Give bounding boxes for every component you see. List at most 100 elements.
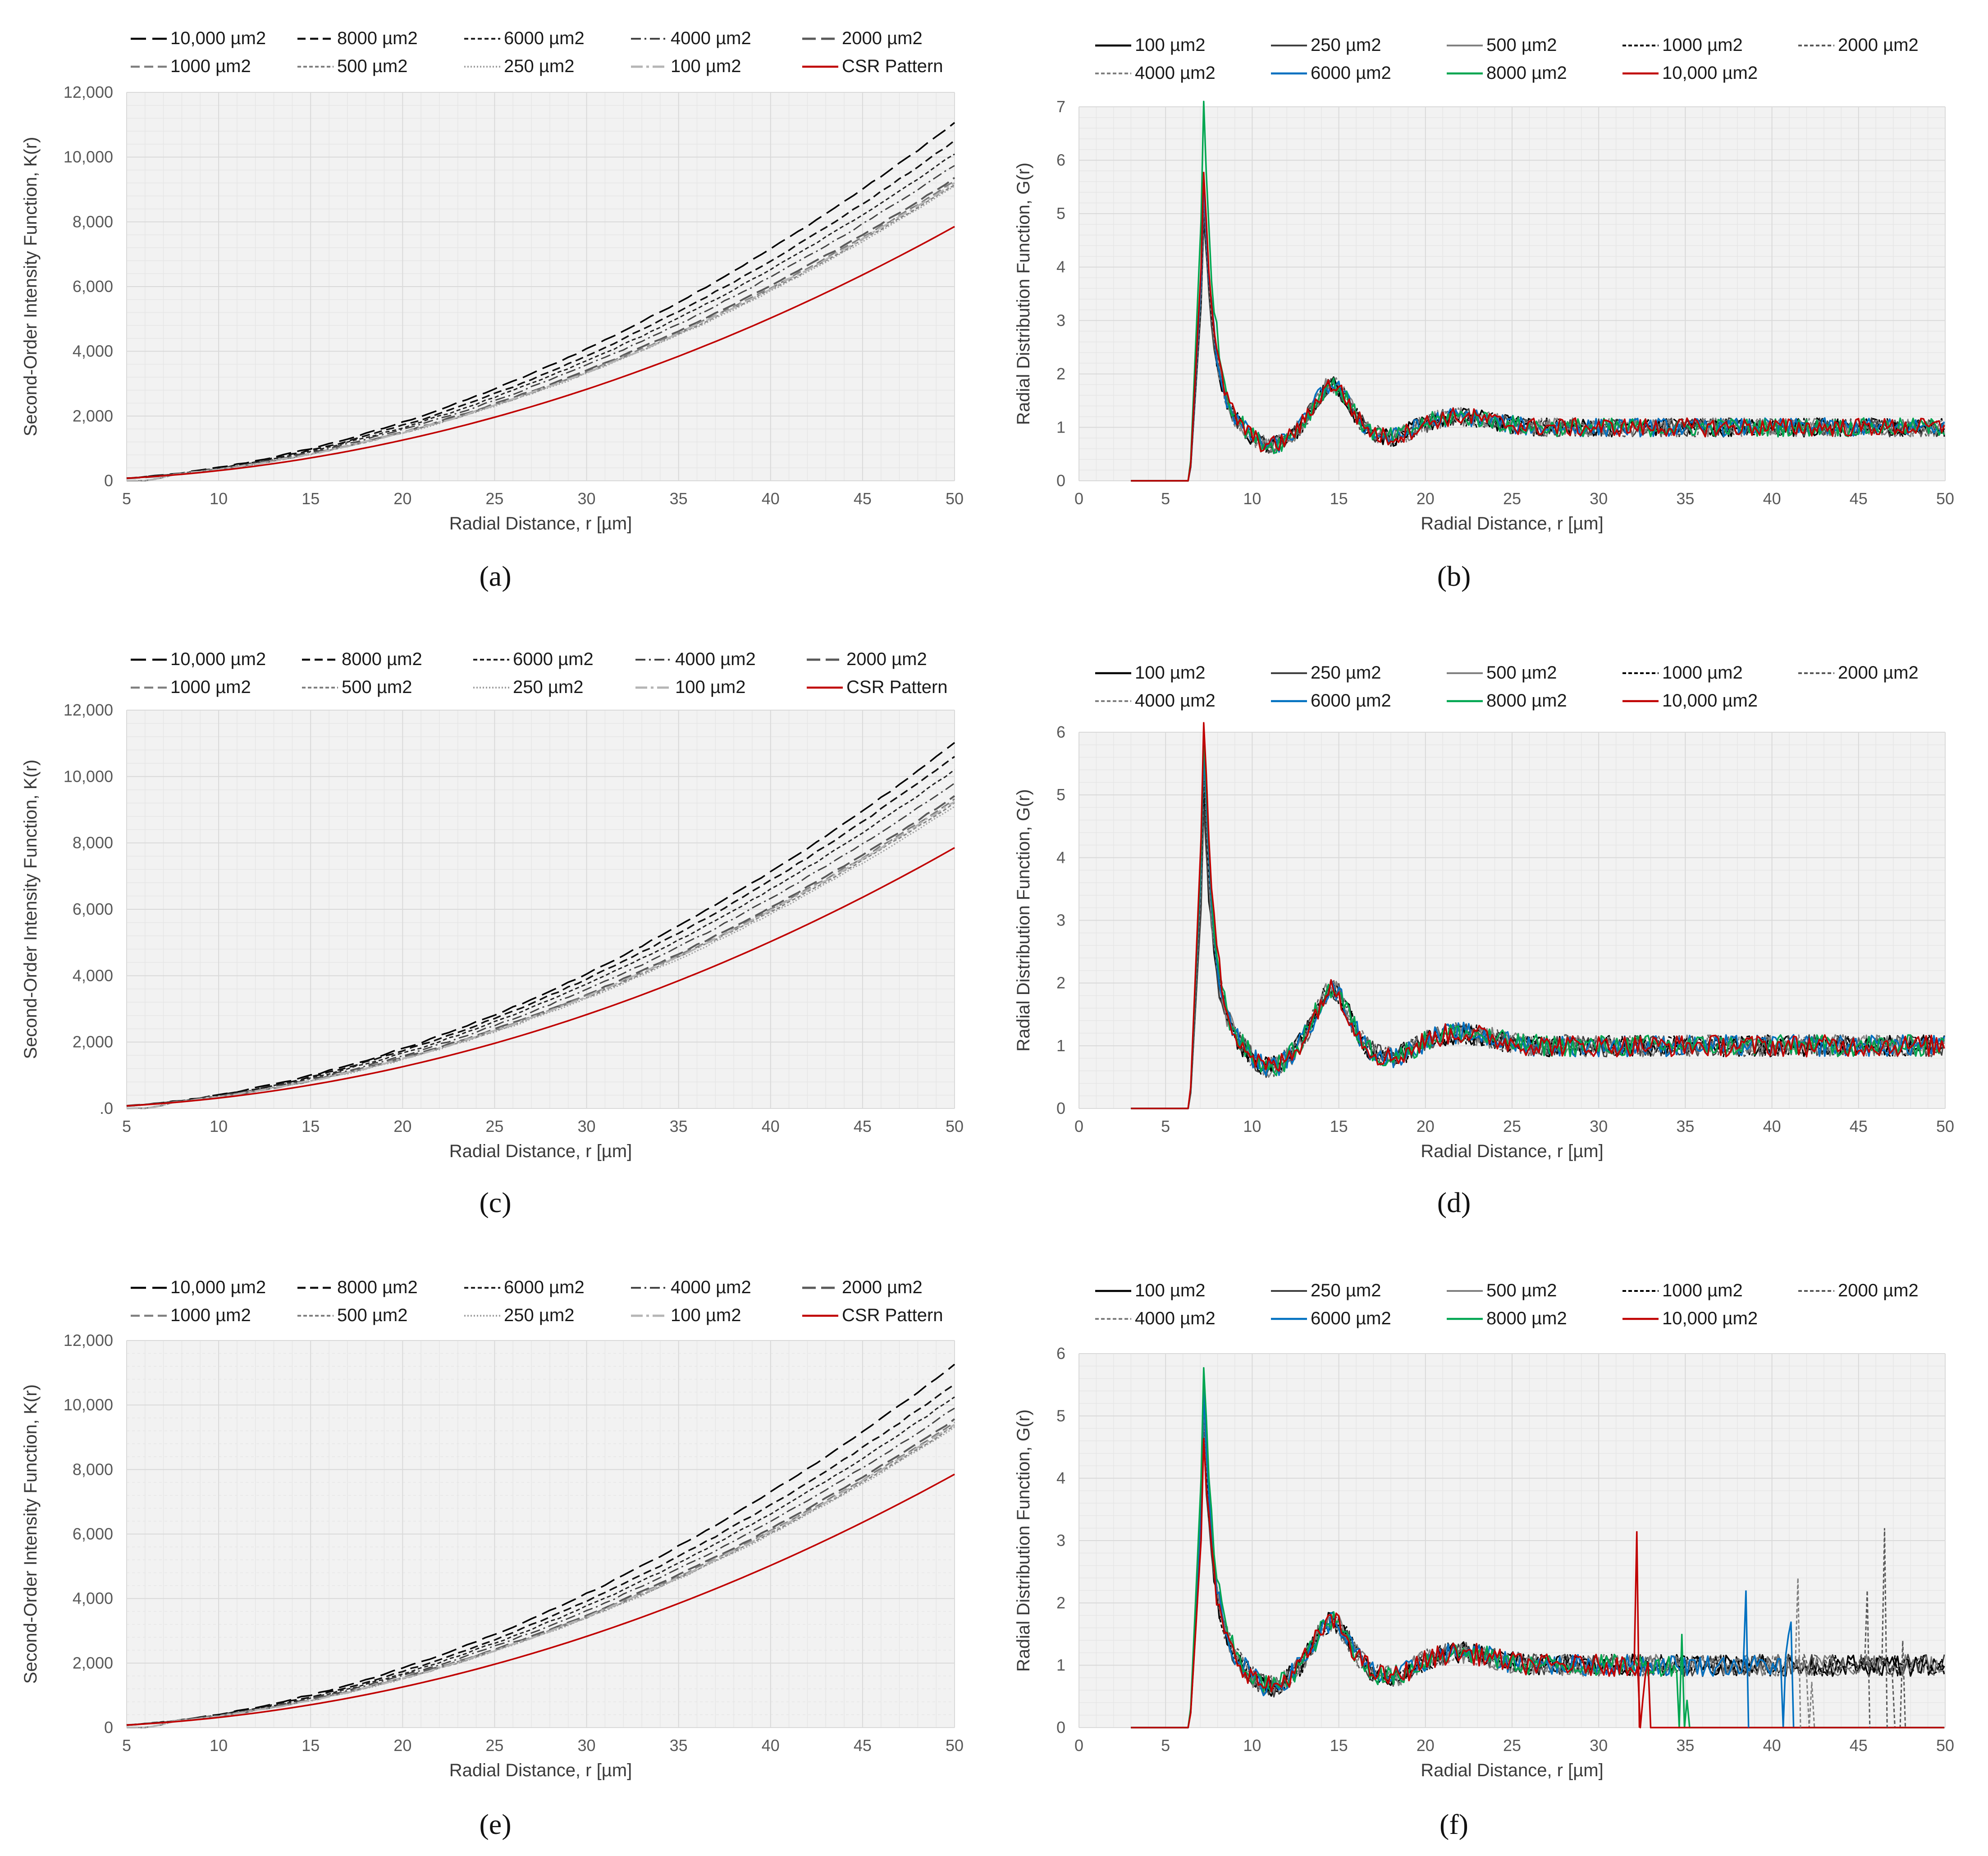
- x-tick-label: 40: [762, 1736, 780, 1755]
- legend-label: 8000 µm2: [337, 1277, 418, 1297]
- legend-label: 250 µm2: [504, 56, 574, 76]
- x-tick-label: 5: [122, 489, 131, 508]
- series-line: [1131, 1412, 1945, 1728]
- legend-label: 100 µm2: [675, 677, 745, 697]
- x-tick-label: 40: [1763, 1117, 1781, 1135]
- legend-label: 250 µm2: [513, 677, 583, 697]
- series-group: [1131, 722, 1945, 1109]
- legend-label: 500 µm2: [1486, 663, 1557, 683]
- x-tick-label: 35: [1676, 1117, 1694, 1135]
- legend-label: CSR Pattern: [842, 1305, 943, 1325]
- series-line: [126, 184, 955, 482]
- x-tick-label: 20: [393, 1117, 411, 1135]
- series-group: [126, 742, 955, 1109]
- y-tick-label: 5: [1056, 1406, 1065, 1425]
- legend-label: 10,000 µm2: [1662, 1309, 1758, 1328]
- x-tick-label: 50: [1936, 1736, 1954, 1755]
- x-tick-label: 50: [946, 1117, 964, 1135]
- x-tick-label: 10: [1243, 489, 1261, 508]
- y-tick-label: 0: [1056, 471, 1065, 490]
- legend-label: 6000 µm2: [504, 1277, 585, 1297]
- x-tick-label: 10: [210, 489, 228, 508]
- x-tick-label: 25: [1503, 489, 1521, 508]
- series-line: [126, 782, 955, 1107]
- legend-label: 500 µm2: [342, 677, 412, 697]
- x-axis-label: Radial Distance, r [µm]: [1421, 514, 1603, 534]
- legend: 10,000 µm2 8000 µm2 6000 µm2 4000 µm2 2000 µ…: [131, 28, 943, 76]
- x-tick-label: 30: [1590, 1117, 1608, 1135]
- series-line: [126, 140, 955, 479]
- legend-label: 100 µm2: [671, 1305, 741, 1325]
- legend-label: 10,000 µm2: [170, 28, 266, 48]
- y-tick-label: 3: [1056, 1531, 1065, 1550]
- series-line: [1131, 172, 1945, 482]
- series-group: [126, 1363, 955, 1729]
- chart-a: 5 10 15 20 25 30 35 40 45 50 0 2,000 4,000 6,000 8,000…: [21, 28, 964, 592]
- legend-label: 10,000 µm2: [170, 1277, 266, 1297]
- x-tick-label: 30: [1590, 489, 1608, 508]
- x-tick-label: 35: [670, 489, 688, 508]
- series-line: [126, 742, 955, 1107]
- legend-label: 250 µm2: [504, 1305, 574, 1325]
- panel-label: (b): [1437, 560, 1471, 592]
- series-line: [1131, 1437, 1945, 1728]
- x-tick-label: 20: [393, 1736, 411, 1755]
- x-axis-label: Radial Distance, r [µm]: [1421, 1141, 1603, 1161]
- series-line: [126, 769, 955, 1107]
- legend-label: 2000 µm2: [842, 28, 923, 48]
- x-tick-label: 40: [1763, 489, 1781, 508]
- legend-label: 2000 µm2: [1838, 35, 1919, 55]
- chart-c: 5 10 15 20 25 30 35 40 45 50 .0 2,000 4,000 6,000 8,00…: [21, 649, 964, 1218]
- x-tick-label: 0: [1074, 1117, 1083, 1135]
- panel-label: (f): [1440, 1808, 1468, 1840]
- y-tick-label: 6,000: [73, 900, 113, 918]
- x-tick-label: 35: [670, 1736, 688, 1755]
- x-tick-label: 10: [1243, 1736, 1261, 1755]
- y-tick-label: 7: [1056, 97, 1065, 116]
- gridlines: [1079, 732, 1946, 1109]
- y-tick-label: 2,000: [73, 1654, 113, 1672]
- series-line: [126, 1423, 955, 1729]
- legend: 100 µm2 250 µm2 500 µm2 1000 µm2 2000 µm2 400…: [1095, 1281, 1919, 1328]
- x-tick-label: 35: [670, 1117, 688, 1135]
- legend-label: 4000 µm2: [1135, 63, 1216, 83]
- legend-label: 250 µm2: [1311, 663, 1381, 683]
- x-tick-label: 20: [1417, 1117, 1435, 1135]
- y-tick-label: 2: [1056, 365, 1065, 383]
- legend-label: 1000 µm2: [1662, 35, 1743, 55]
- x-tick-label: 0: [1074, 489, 1083, 508]
- spike-mark: [1633, 1531, 1641, 1728]
- y-tick-label: 0: [1056, 1099, 1065, 1117]
- legend-label: 4000 µm2: [675, 649, 756, 669]
- legend-label: 2000 µm2: [842, 1277, 923, 1297]
- legend-label: 10,000 µm2: [1662, 691, 1758, 711]
- y-tick-label: 4,000: [73, 342, 113, 360]
- x-tick-label: 50: [1936, 1117, 1954, 1135]
- x-tick-label: 45: [1850, 1117, 1868, 1135]
- x-tick-label: 45: [1850, 489, 1868, 508]
- series-line: [126, 153, 955, 479]
- legend-label: 4000 µm2: [1135, 1309, 1216, 1328]
- x-tick-label: 45: [854, 489, 872, 508]
- gridlines: [126, 1340, 955, 1728]
- gridlines: [1079, 1353, 1946, 1728]
- y-tick-label: 8,000: [73, 834, 113, 852]
- legend-label: 10,000 µm2: [170, 649, 266, 669]
- x-tick-label: 10: [210, 1117, 228, 1135]
- legend-label: 500 µm2: [1486, 35, 1557, 55]
- x-tick-label: 5: [1161, 1117, 1170, 1135]
- x-tick-label: 15: [1330, 1736, 1348, 1755]
- series-line: [126, 1396, 955, 1726]
- y-tick-label: 6: [1056, 723, 1065, 741]
- x-tick-label: 30: [578, 1736, 596, 1755]
- legend-label: 1000 µm2: [1662, 1281, 1743, 1300]
- y-tick-label: 3: [1056, 911, 1065, 930]
- legend-label: 8000 µm2: [337, 28, 418, 48]
- y-tick-label: 1: [1056, 1656, 1065, 1674]
- legend: 10,000 µm2 8000 µm2 6000 µm2 4000 µm2 2000 µ…: [131, 649, 948, 697]
- series-line: [126, 801, 955, 1109]
- y-tick-label: 10,000: [64, 1395, 113, 1414]
- y-tick-label: 1: [1056, 418, 1065, 436]
